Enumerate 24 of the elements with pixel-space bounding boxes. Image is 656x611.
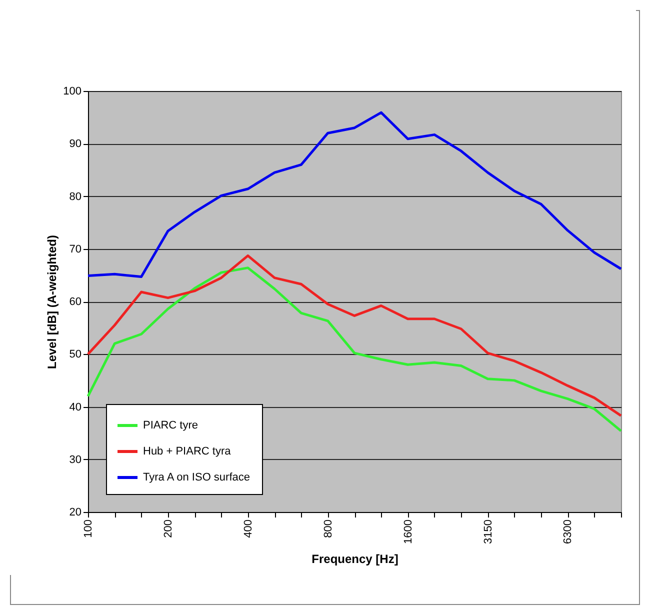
line-series (86, 254, 622, 417)
y-tick-label: 50 (69, 348, 82, 361)
legend-label: Tyra A on ISO surface (143, 472, 250, 484)
y-tick-label: 30 (69, 454, 82, 466)
x-tick-label: 800 (322, 520, 334, 538)
y-tick-label: 100 (63, 86, 82, 98)
y-tick-label: 80 (69, 190, 82, 203)
x-tick-label: 6300 (562, 520, 574, 544)
y-tick-label: 20 (69, 506, 82, 518)
x-tick-label: 200 (162, 520, 174, 538)
y-tick-label: 90 (69, 138, 82, 150)
legend-label: PIARC tyre (143, 420, 198, 432)
x-tick-label: 1600 (402, 520, 414, 544)
y-tick-label: 40 (69, 401, 82, 414)
y-axis-title: Level [dB] (A-weighted) (45, 235, 60, 369)
x-tick-label: 400 (242, 520, 254, 538)
legend-label: Hub + PIARC tyra (143, 446, 232, 458)
x-tick-label: 100 (82, 520, 94, 538)
y-tick-label: 60 (69, 296, 82, 308)
y-tick-label: 70 (69, 243, 82, 256)
x-tick-label: 3150 (482, 520, 494, 544)
x-axis-title: Frequency [Hz] (312, 552, 398, 566)
line-series (86, 111, 622, 278)
line-series (86, 266, 622, 432)
